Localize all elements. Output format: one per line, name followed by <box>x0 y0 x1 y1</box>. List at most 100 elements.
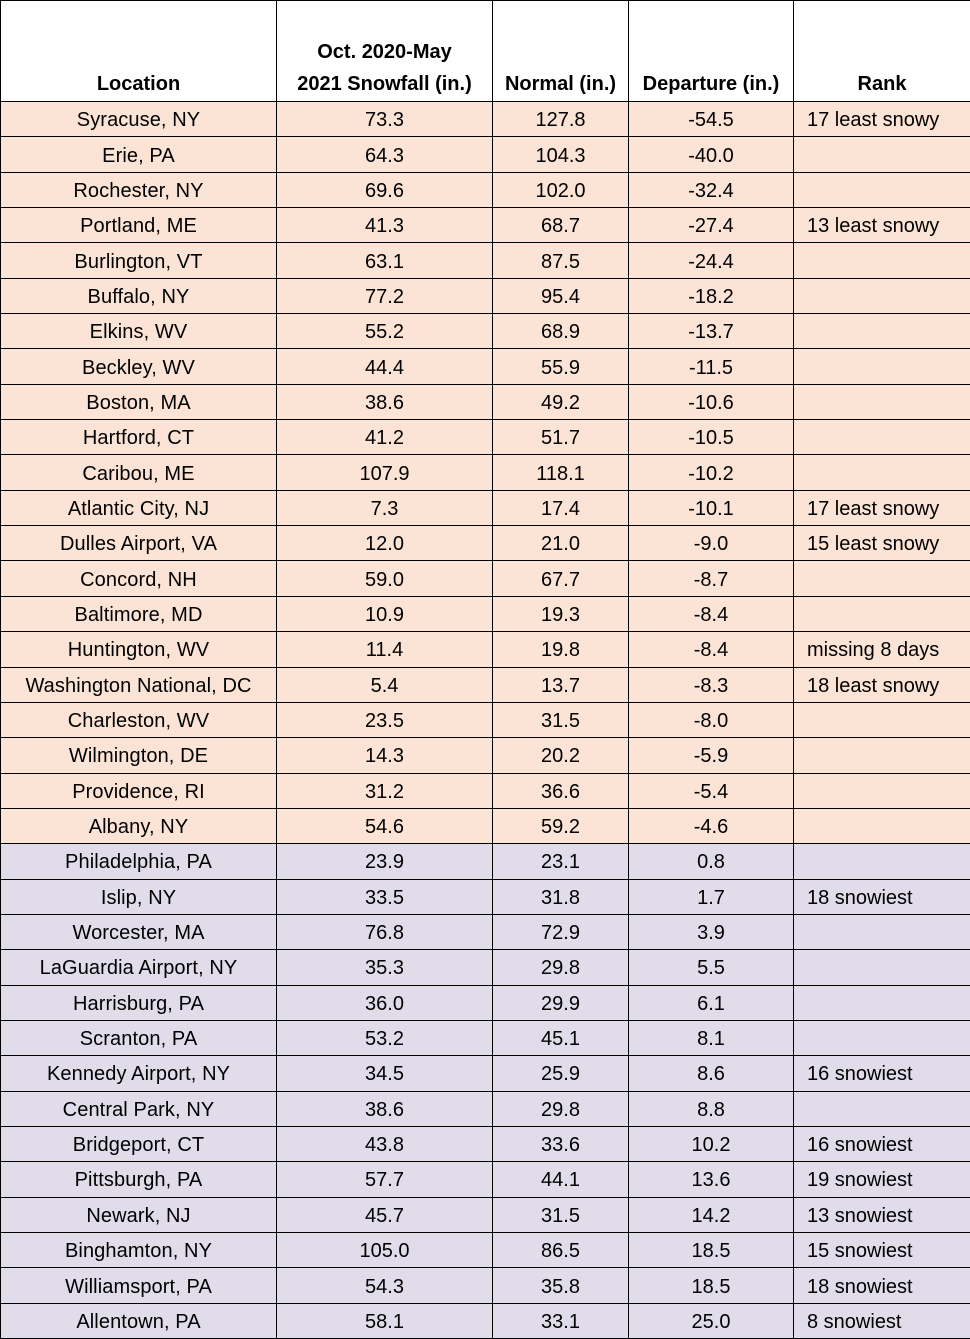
cell-rank: 15 least snowy <box>794 526 970 561</box>
header-rank: Rank <box>794 1 970 102</box>
cell-departure: -18.2 <box>629 278 794 313</box>
cell-location: Portland, ME <box>1 208 277 243</box>
cell-departure: -10.5 <box>629 420 794 455</box>
cell-normal: 19.3 <box>493 596 629 631</box>
cell-departure: -8.0 <box>629 702 794 737</box>
cell-snowfall: 69.6 <box>277 172 493 207</box>
cell-location: Kennedy Airport, NY <box>1 1056 277 1091</box>
cell-normal: 33.1 <box>493 1303 629 1338</box>
cell-normal: 67.7 <box>493 561 629 596</box>
header-row: Location Oct. 2020-May 2021 Snowfall (in… <box>1 1 970 102</box>
cell-rank: 16 snowiest <box>794 1126 970 1161</box>
cell-departure: 18.5 <box>629 1233 794 1268</box>
cell-normal: 51.7 <box>493 420 629 455</box>
cell-location: Rochester, NY <box>1 172 277 207</box>
cell-snowfall: 44.4 <box>277 349 493 384</box>
cell-departure: -9.0 <box>629 526 794 561</box>
cell-departure: -8.4 <box>629 596 794 631</box>
cell-departure: 6.1 <box>629 985 794 1020</box>
cell-location: Pittsburgh, PA <box>1 1162 277 1197</box>
cell-normal: 35.8 <box>493 1268 629 1303</box>
cell-location: Islip, NY <box>1 879 277 914</box>
cell-departure: 0.8 <box>629 844 794 879</box>
cell-rank <box>794 420 970 455</box>
cell-normal: 25.9 <box>493 1056 629 1091</box>
cell-normal: 31.5 <box>493 1197 629 1232</box>
cell-location: Albany, NY <box>1 808 277 843</box>
cell-snowfall: 33.5 <box>277 879 493 914</box>
cell-normal: 23.1 <box>493 844 629 879</box>
cell-rank: 18 snowiest <box>794 1268 970 1303</box>
cell-rank <box>794 172 970 207</box>
cell-normal: 31.5 <box>493 702 629 737</box>
cell-snowfall: 11.4 <box>277 632 493 667</box>
cell-snowfall: 23.9 <box>277 844 493 879</box>
cell-departure: 1.7 <box>629 879 794 914</box>
cell-normal: 36.6 <box>493 773 629 808</box>
cell-rank <box>794 384 970 419</box>
cell-location: LaGuardia Airport, NY <box>1 950 277 985</box>
cell-rank <box>794 1020 970 1055</box>
cell-snowfall: 57.7 <box>277 1162 493 1197</box>
cell-rank: 15 snowiest <box>794 1233 970 1268</box>
header-snowfall: Oct. 2020-May 2021 Snowfall (in.) <box>277 1 493 102</box>
header-departure: Departure (in.) <box>629 1 794 102</box>
cell-departure: 13.6 <box>629 1162 794 1197</box>
cell-location: Hartford, CT <box>1 420 277 455</box>
cell-departure: -8.3 <box>629 667 794 702</box>
cell-normal: 87.5 <box>493 243 629 278</box>
cell-departure: -11.5 <box>629 349 794 384</box>
cell-snowfall: 41.3 <box>277 208 493 243</box>
cell-normal: 118.1 <box>493 455 629 490</box>
cell-location: Caribou, ME <box>1 455 277 490</box>
cell-location: Dulles Airport, VA <box>1 526 277 561</box>
cell-rank <box>794 985 970 1020</box>
cell-departure: -32.4 <box>629 172 794 207</box>
cell-snowfall: 38.6 <box>277 1091 493 1126</box>
cell-normal: 49.2 <box>493 384 629 419</box>
cell-location: Atlantic City, NJ <box>1 490 277 525</box>
cell-snowfall: 14.3 <box>277 738 493 773</box>
cell-location: Wilmington, DE <box>1 738 277 773</box>
cell-snowfall: 58.1 <box>277 1303 493 1338</box>
cell-normal: 104.3 <box>493 137 629 172</box>
header-snowfall-line1: Oct. 2020-May <box>277 36 492 68</box>
cell-rank: 18 least snowy <box>794 667 970 702</box>
cell-location: Allentown, PA <box>1 1303 277 1338</box>
cell-location: Providence, RI <box>1 773 277 808</box>
cell-snowfall: 53.2 <box>277 1020 493 1055</box>
cell-snowfall: 105.0 <box>277 1233 493 1268</box>
cell-rank <box>794 1091 970 1126</box>
cell-rank <box>794 314 970 349</box>
cell-departure: -10.1 <box>629 490 794 525</box>
cell-rank: 18 snowiest <box>794 879 970 914</box>
cell-rank <box>794 596 970 631</box>
cell-snowfall: 35.3 <box>277 950 493 985</box>
cell-location: Buffalo, NY <box>1 278 277 313</box>
cell-departure: -10.6 <box>629 384 794 419</box>
cell-normal: 68.7 <box>493 208 629 243</box>
cell-departure: 10.2 <box>629 1126 794 1161</box>
cell-location: Washington National, DC <box>1 667 277 702</box>
header-location: Location <box>1 1 277 102</box>
cell-location: Baltimore, MD <box>1 596 277 631</box>
cell-rank: 13 snowiest <box>794 1197 970 1232</box>
cell-normal: 13.7 <box>493 667 629 702</box>
cell-normal: 29.8 <box>493 950 629 985</box>
